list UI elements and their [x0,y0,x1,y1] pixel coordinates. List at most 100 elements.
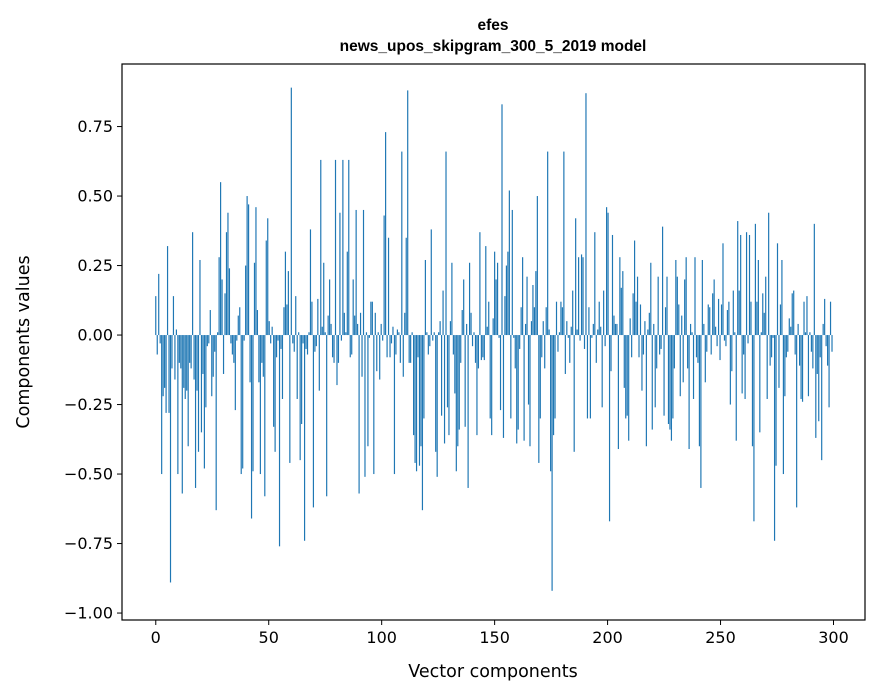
y-tick-label: 0.00 [77,326,113,345]
bar [376,335,378,372]
bar [277,335,279,341]
bar [458,335,460,430]
bar [779,304,782,336]
chart-subtitle: news_upos_skipgram_300_5_2019 model [340,38,647,55]
y-tick-label: −0.75 [64,534,113,553]
bar [404,312,406,336]
bar [667,335,670,425]
bar [650,262,652,336]
bar [664,307,667,336]
bar [666,276,668,336]
bar [760,332,762,336]
bar [800,335,802,399]
bar [362,209,365,336]
bar [482,335,484,358]
bar [439,321,441,336]
bar [359,312,362,336]
bar [517,335,519,430]
bar [550,335,552,472]
bar [228,268,231,336]
bar [735,335,737,441]
bar [436,335,438,477]
bar [209,310,211,336]
bar [256,310,259,336]
bar [547,151,549,336]
bar [355,209,357,336]
bar [504,296,506,336]
bar [678,304,680,336]
bar [561,307,563,336]
bar [589,335,591,419]
bar [234,335,236,411]
bar [535,271,537,336]
bar [387,237,390,336]
bar [340,335,342,341]
bar [579,335,581,341]
bar [514,335,516,369]
bar [486,326,488,336]
bar [675,259,677,336]
bar [508,190,510,336]
bar [526,276,528,336]
bar [821,335,823,461]
bar [172,296,175,336]
bar [583,335,586,349]
bar [192,232,194,336]
bar [200,335,203,433]
bar [510,335,512,419]
bar [155,296,157,336]
bar [816,335,818,374]
bar [455,335,457,472]
bar [303,335,306,541]
bar [305,335,307,349]
bar [799,335,801,366]
bar [468,262,471,336]
bar [327,315,329,336]
bar [485,246,487,336]
bar [374,312,376,336]
bar [180,335,182,369]
bar [822,323,824,336]
bar [162,335,164,397]
x-tick-label: 50 [259,628,279,647]
bar [402,335,404,377]
bar [536,196,538,336]
bar [552,335,555,436]
bar [750,301,752,336]
bar [368,335,370,338]
bar [449,321,452,336]
bar [592,323,594,336]
bar [326,335,328,497]
bar [473,332,475,336]
bar [477,335,480,369]
bar [380,323,382,336]
bar [194,335,197,488]
bar [653,323,655,336]
bar [791,293,793,336]
bar [293,335,295,352]
bar [681,315,683,336]
bar [323,262,325,336]
bar [776,243,779,336]
bar [246,196,248,336]
bar [306,335,309,355]
bar [166,246,169,336]
bar [471,335,474,347]
bar [829,301,832,336]
bar [324,332,326,336]
bar [519,335,521,349]
bar [642,335,645,355]
bar [763,312,765,336]
bar [396,329,398,336]
bar [237,315,239,336]
bar [352,279,354,336]
bar [252,335,254,472]
bar [308,332,310,336]
bar [797,323,799,336]
bar [470,312,472,336]
bar [578,257,580,336]
bar [405,237,407,336]
bar [314,335,316,352]
bar [205,335,207,408]
